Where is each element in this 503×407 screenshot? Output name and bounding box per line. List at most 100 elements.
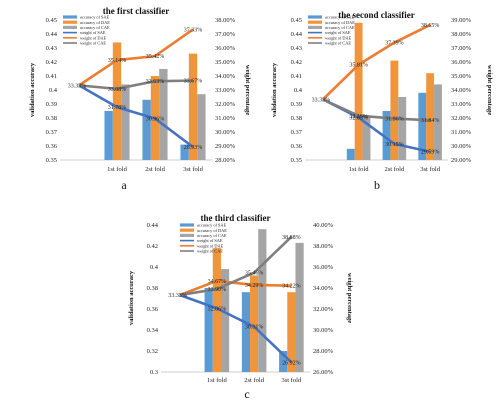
legend-entry: weight of SAE: [197, 238, 223, 243]
y2-tick-label: 31.00%: [451, 129, 472, 136]
y2-tick-label: 35.00%: [451, 73, 472, 80]
legend-entry: accuracy of DAE: [197, 228, 227, 233]
data-label-cae: 33.63%: [146, 79, 165, 85]
chart-title: the first classifier: [103, 6, 169, 16]
bar-sae-3: [180, 144, 189, 160]
data-label-cae: 35.46%: [245, 271, 264, 277]
y-tick-label: 0.37: [291, 129, 303, 136]
legend-entry: accuracy of CAE: [80, 25, 110, 30]
bar-sae-3: [418, 92, 427, 160]
y2-tick-label: 38.00%: [215, 17, 236, 24]
x-tick-label: 3st fold: [183, 166, 203, 173]
data-label-cae: 32.16%: [349, 114, 368, 120]
y-tick-label: 0.41: [46, 73, 57, 80]
chart-title: the second classifier: [338, 10, 415, 20]
y-tick-label: 0.36: [291, 143, 303, 150]
panel-a: the first classifier 0.35 0.36 0.37 0.38 0.39…: [29, 6, 251, 192]
y2-tick-label: 30.00%: [451, 143, 472, 150]
data-label-sae: 30.15%: [385, 142, 404, 148]
panel-c: the third classifier 0.3 0.32 0.34 0.36 0.38 0…: [128, 213, 353, 401]
x-tick-label: 1st fold: [107, 166, 127, 173]
y2-axis-label: weight percentage: [346, 273, 353, 323]
y2-axis-label: weight percentage: [244, 65, 251, 115]
legend-swatch-bar: [63, 15, 77, 19]
y-tick-label: 0.38: [46, 115, 57, 122]
bar-cae-3: [295, 242, 304, 372]
y2-tick-label: 31.00%: [215, 115, 236, 122]
y-tick-label: 0.32: [147, 348, 158, 355]
y-tick-label: 0.42: [147, 243, 158, 250]
data-label-sae: 30.31%: [245, 325, 264, 331]
bar-dae-2: [390, 60, 399, 160]
legend-entry: weight of CAE: [197, 249, 223, 254]
y-tick-label: 0.4: [150, 264, 159, 271]
x-tick-label: 3st fold: [420, 166, 440, 173]
data-label-cae: 31.96%: [385, 117, 404, 123]
y2-tick-label: 36.00%: [313, 264, 334, 271]
y-tick-label: 0.36: [46, 143, 58, 150]
legend-entry: weight of SAE: [325, 30, 351, 35]
y2-tick-label: 34.00%: [313, 285, 334, 292]
y-axis-label: validation accuracy: [271, 62, 278, 117]
y-tick-label: 0.43: [46, 45, 57, 52]
y-tick-label: 0.38: [147, 285, 158, 292]
data-label-cae: 33.08%: [108, 87, 127, 93]
y-tick-label: 0.45: [46, 17, 57, 24]
y2-tick-label: 28.00%: [313, 348, 334, 355]
legend-swatch-bar: [63, 25, 77, 29]
legend-entry: weight of DAE: [197, 243, 224, 248]
data-label-cae: 31.84%: [421, 118, 440, 124]
data-label-dae: 38.65%: [421, 23, 440, 29]
y-tick-label: 0.44: [291, 31, 303, 38]
bar-dae-3: [426, 73, 435, 160]
data-label-cae: 33.90%: [208, 287, 227, 293]
bar-cae-1: [121, 84, 130, 160]
bar-sae-1: [104, 111, 113, 160]
bar-sae-2: [142, 99, 151, 160]
legend-swatch-bar: [308, 15, 322, 19]
y2-tick-label: 34.00%: [215, 73, 236, 80]
bar-dae-1: [212, 248, 221, 372]
line-weight-sae: [179, 293, 293, 364]
panel-label: b: [374, 178, 380, 192]
x-tick-label: 3st fold: [282, 377, 302, 384]
data-label-dae: 34.29%: [245, 283, 264, 289]
bar-cae-1: [220, 269, 230, 372]
panel-b: the second classifier 0.35 0.36 0.37 0.38 0.3…: [271, 10, 493, 192]
y-tick-label: 0.44: [46, 31, 58, 38]
data-label-sae: 28.93%: [184, 145, 203, 151]
bar-sae-2: [382, 111, 391, 160]
x-tick-label: 2st fold: [244, 377, 264, 384]
y-tick-label: 0.34: [147, 327, 159, 334]
y-tick-label: 0.45: [291, 17, 302, 24]
bar-dae-2: [250, 275, 259, 372]
y-tick-label: 0.41: [291, 73, 302, 80]
y2-tick-label: 30.00%: [313, 327, 334, 334]
x-tick-label: 1st fold: [207, 377, 227, 384]
bar-cae-2: [258, 229, 267, 372]
legend-entry: weight of DAE: [80, 35, 107, 40]
y-tick-label: 0.37: [46, 129, 58, 136]
data-label-sae: 33.33%: [312, 97, 331, 103]
y2-tick-label: 29.00%: [215, 143, 236, 150]
y2-tick-label: 29.00%: [451, 157, 472, 164]
data-label-sae: 33.33%: [68, 83, 87, 89]
legend-swatch-bar: [180, 223, 194, 227]
line-weight-cae: [179, 235, 293, 297]
legend-swatch-bar: [180, 228, 194, 232]
y-tick-label: 0.42: [291, 59, 302, 66]
y2-tick-label: 32.00%: [215, 101, 236, 108]
data-label-sae: 32.06%: [208, 306, 227, 312]
y2-tick-label: 33.00%: [215, 87, 236, 94]
y2-axis-label: weight percentage: [486, 65, 493, 115]
bar-cae-2: [159, 69, 168, 160]
y2-tick-label: 33.00%: [451, 101, 472, 108]
y-tick-label: 0.4: [49, 87, 58, 94]
y2-tick-label: 32.00%: [313, 306, 334, 313]
y2-tick-label: 37.00%: [451, 45, 472, 52]
data-label-sae: 30.96%: [146, 117, 165, 123]
y-tick-label: 0.4: [294, 87, 303, 94]
